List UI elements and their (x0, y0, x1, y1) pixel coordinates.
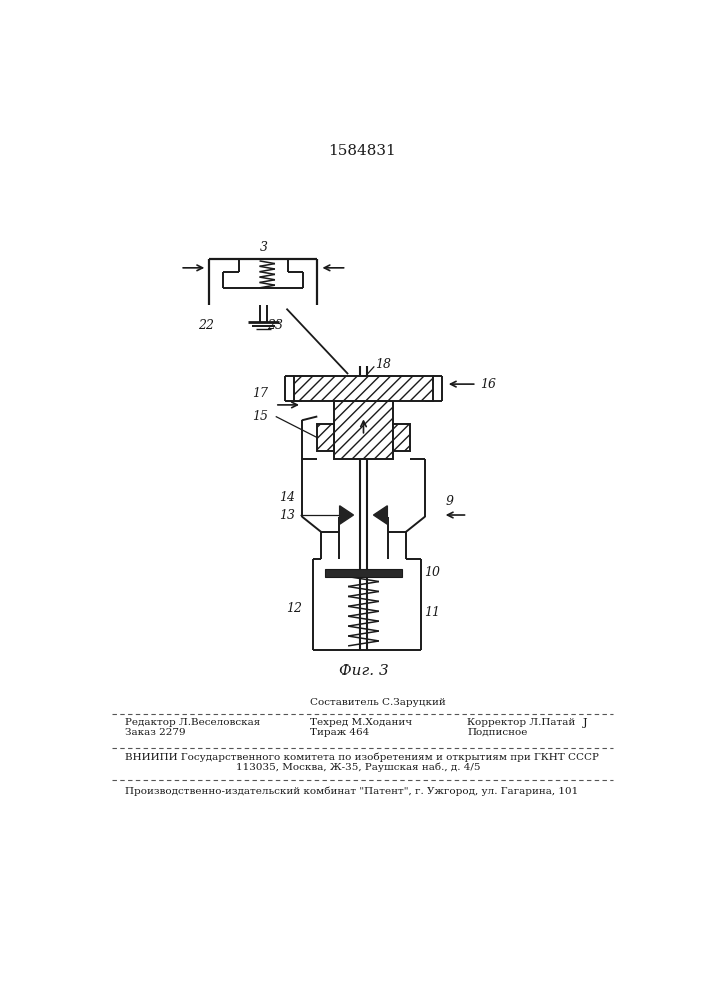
Text: 17: 17 (252, 387, 268, 400)
Text: 9: 9 (446, 495, 454, 508)
Text: Техред М.Ходанич: Техред М.Ходанич (310, 718, 411, 727)
Text: Составитель С.Заруцкий: Составитель С.Заруцкий (310, 698, 445, 707)
Text: 11: 11 (424, 606, 440, 619)
Text: 16: 16 (481, 378, 496, 391)
Polygon shape (339, 506, 354, 524)
Bar (334, 401, 393, 459)
Bar (325, 569, 402, 577)
Text: J: J (583, 718, 588, 728)
Text: 3: 3 (260, 241, 269, 254)
Text: 12: 12 (286, 602, 303, 615)
Bar (294, 376, 433, 401)
Text: Редактор Л.Веселовская: Редактор Л.Веселовская (125, 718, 260, 727)
Bar (393, 424, 409, 451)
Text: Заказ 2279: Заказ 2279 (125, 728, 185, 737)
Text: Подписное: Подписное (467, 728, 528, 737)
Text: Тираж 464: Тираж 464 (310, 728, 369, 737)
Text: 23: 23 (267, 319, 284, 332)
Text: Корректор Л.Патай: Корректор Л.Патай (467, 718, 575, 727)
Text: 1584831: 1584831 (328, 144, 396, 158)
Bar (317, 424, 334, 451)
Text: 113035, Москва, Ж-35, Раушская наб., д. 4/5: 113035, Москва, Ж-35, Раушская наб., д. … (236, 763, 481, 772)
Text: 18: 18 (375, 358, 391, 371)
Text: 10: 10 (424, 566, 440, 579)
Text: 14: 14 (279, 491, 295, 504)
Text: 15: 15 (252, 410, 268, 423)
Text: ВНИИПИ Государственного комитета по изобретениям и открытиям при ГКНТ СССР: ВНИИПИ Государственного комитета по изоб… (125, 753, 599, 762)
Text: Производственно-издательский комбинат "Патент", г. Ужгород, ул. Гагарина, 101: Производственно-издательский комбинат "П… (125, 787, 578, 796)
Text: 22: 22 (198, 319, 214, 332)
Polygon shape (373, 506, 387, 524)
Text: Фиг. 3: Фиг. 3 (339, 664, 388, 678)
Text: 13: 13 (279, 509, 295, 522)
